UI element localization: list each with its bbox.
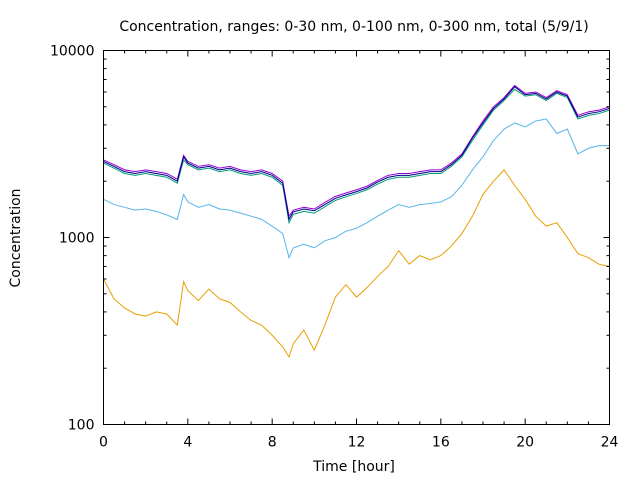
x-tick-label: 16: [432, 435, 450, 451]
x-axis-title: Time [hour]: [312, 459, 395, 475]
y-tick-label: 1000: [59, 231, 95, 247]
series-line-4: [103, 84, 610, 218]
series-line-3: [103, 88, 610, 225]
y-tick-label: 100: [68, 418, 95, 434]
ticks-layer: 0 4 8 12 16 20 24 100 1000 10000: [50, 44, 619, 451]
series-line-5: [103, 86, 610, 221]
series-line-1: [103, 169, 610, 359]
x-tick-label: 8: [268, 435, 277, 451]
y-tick-label: 10000: [50, 44, 95, 60]
series-layer: [103, 84, 610, 359]
series-line-2: [103, 118, 610, 260]
x-tick-label: 20: [516, 435, 534, 451]
y-axis-title: Concentration: [8, 188, 24, 287]
x-tick-label: 4: [183, 435, 192, 451]
chart-title: Concentration, ranges: 0-30 nm, 0-100 nm…: [119, 19, 588, 35]
x-tick-label: 24: [601, 435, 619, 451]
x-tick-label: 0: [99, 435, 108, 451]
x-tick-label: 12: [348, 435, 366, 451]
